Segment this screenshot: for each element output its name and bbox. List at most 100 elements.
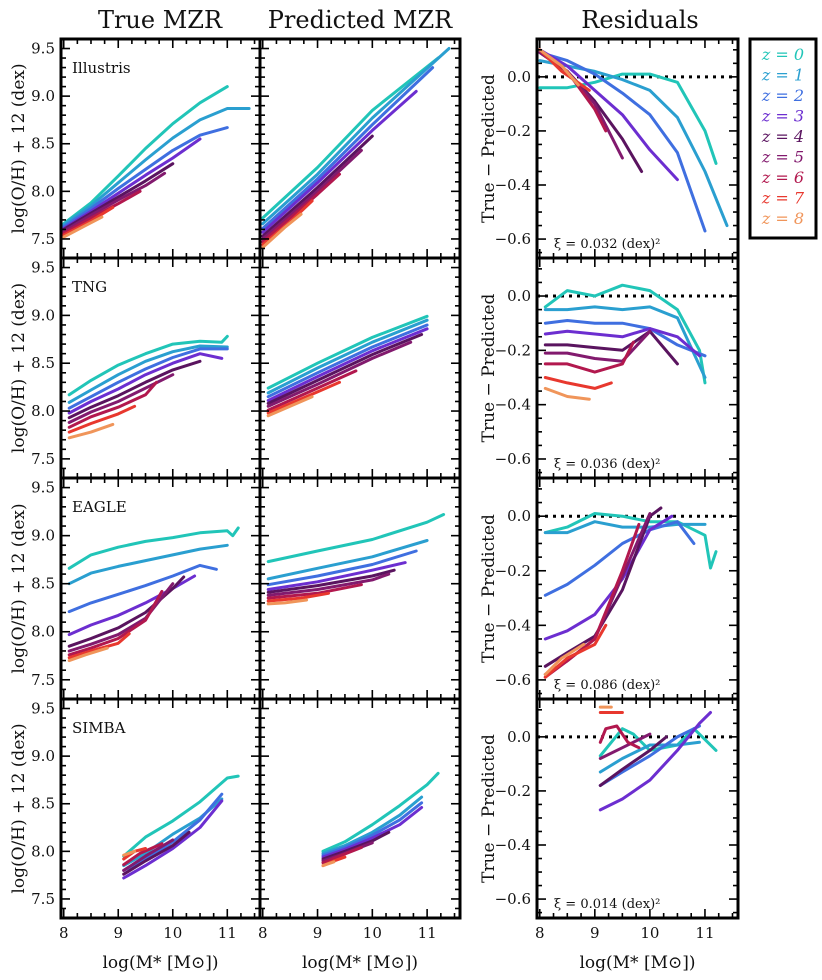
panel-eagle-res: −0.6 −0.4 −0.2 0.0 ξ = 0.086 (dex)² True − Pr… [479,476,740,701]
series-line-z6 [261,172,341,244]
y-tick-label: 0.0 [507,728,531,746]
column-title-residuals: Residuals [581,6,698,34]
panel-frame [258,256,462,480]
x-tick-label: 9 [113,924,123,942]
series-group [538,48,729,233]
series-line-z7 [543,623,608,679]
series-line-z0 [67,526,240,570]
series-line-z6 [266,369,358,412]
series-line-z6 [67,380,158,429]
series-line-z5 [266,572,391,597]
series-line-z1 [266,318,429,395]
x-tick-label: 10 [163,924,182,942]
xi-label: ξ = 0.032 (dex)² [554,237,660,252]
simulation-label: SIMBA [72,719,126,737]
series-group [543,283,707,401]
series-line-z3 [266,327,429,402]
legend-entry-z5: z = 5 [761,148,804,167]
panel-illustris-pred [258,37,462,260]
y-tick-label: −0.2 [495,782,531,800]
xi-label: ξ = 0.036 (dex)² [554,457,660,472]
series-line-z5 [62,171,167,233]
series-line-z2 [67,563,218,614]
series-line-z3 [62,137,202,230]
redshift-legend: z = 0 z = 1z = 2 z = 3z = 4 z = 5z = 6 z = 7… [748,37,818,240]
series-line-z7 [67,632,131,660]
y-tick-label: 8.5 [31,354,55,372]
column-title-true: True MZR [98,6,223,34]
simulation-label: TNG [72,278,107,296]
series-line-z0 [538,72,718,165]
series-line-z3 [538,48,679,182]
y-tick-label: 8.5 [31,135,55,153]
series-line-z0 [62,85,229,226]
series-line-z5 [261,148,363,241]
series-line-z1 [67,344,229,404]
y-tick-label: 8.0 [31,402,55,420]
y-tick-label: −0.6 [495,450,531,468]
series-group [598,705,718,812]
series-line-z4 [598,735,668,787]
y-tick-label: −0.4 [495,616,531,634]
series-line-z1 [543,520,707,535]
series-line-z1 [543,305,707,379]
x-tick-label: 11 [418,924,437,942]
series-line-z1 [67,543,229,586]
series-line-z3 [598,711,712,812]
y-tick-label: −0.2 [495,122,531,140]
legend-entry-z7: z = 7 [761,189,805,208]
series-line-z4 [261,134,374,238]
series-line-z4 [543,329,679,366]
y-tick-label: 9.0 [31,87,55,105]
y-axis-label: log(O/H) + 12 (dex) [9,503,29,673]
x-tick-label: 10 [363,924,382,942]
y-tick-label: 0.0 [507,68,531,86]
y-tick-label: −0.2 [495,341,531,359]
x-tick-label: 10 [640,924,659,942]
series-line-z2 [543,319,707,358]
series-line-z8 [266,598,309,606]
series-line-z8 [543,642,586,676]
legend-frame [748,37,818,240]
series-line-z1 [261,47,451,226]
series-group [67,526,240,663]
y-axis-label: log(O/H) + 12 (dex) [9,63,29,233]
x-axis-label: log(M* [M⊙]) [579,953,695,973]
panel-tng-true: 7.5 8.0 8.5 9.0 9.5 TNG log(O/H) + 12 (dex) [9,256,262,480]
series-line-z0 [261,56,440,220]
series-line-z6 [598,724,641,750]
y-tick-label: 8.5 [31,575,55,593]
series-group [122,774,240,880]
legend-entry-z4: z = 4 [761,127,804,146]
series-line-z8 [321,860,336,868]
panel-tng-res: −0.6 −0.4 −0.2 0.0 ξ = 0.036 (dex)² True − Pr… [479,256,740,480]
x-axis-label: log(M* [M⊙]) [302,953,418,973]
series-line-z6 [543,522,641,679]
x-tick-label: 8 [535,924,545,942]
y-tick-label: 8.5 [31,795,55,813]
legend-entry-z1: z = 1 [761,66,804,85]
y-tick-label: 9.5 [31,479,55,497]
series-line-z8 [67,422,115,440]
series-line-z4 [266,568,396,594]
series-line-z6 [321,846,363,865]
series-line-z1 [266,539,429,581]
xi-label: ξ = 0.014 (dex)² [554,897,660,912]
series-line-z2 [543,520,696,597]
simulation-label: Illustris [72,59,131,77]
y-tick-label: −0.6 [495,890,531,908]
series-line-z1 [598,740,701,774]
panel-eagle-pred [258,476,462,701]
series-line-z8 [62,215,104,239]
series-line-z4 [122,830,191,876]
series-group [62,85,251,239]
series-group [321,771,440,868]
series-line-z2 [538,51,707,233]
y-tick-label: 8.0 [31,623,55,641]
series-group [67,334,229,440]
series-line-z1 [538,59,729,228]
series-line-z8 [266,395,314,418]
series-line-z2 [261,66,435,230]
column-titles: True MZR Predicted MZR Residuals [98,6,699,34]
